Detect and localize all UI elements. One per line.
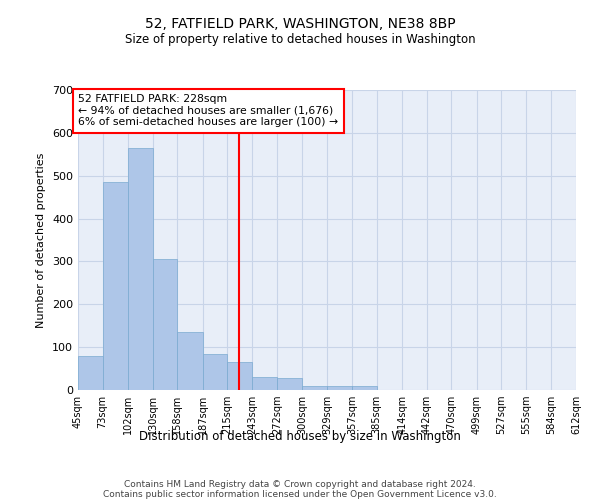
Bar xyxy=(277,378,302,390)
Bar xyxy=(328,386,352,390)
Bar xyxy=(152,260,177,390)
Bar xyxy=(203,354,227,390)
Y-axis label: Number of detached properties: Number of detached properties xyxy=(37,152,46,328)
Text: Size of property relative to detached houses in Washington: Size of property relative to detached ho… xyxy=(125,32,475,46)
Bar xyxy=(177,332,203,390)
Bar xyxy=(302,386,328,390)
Bar xyxy=(78,356,103,390)
Text: 52 FATFIELD PARK: 228sqm
← 94% of detached houses are smaller (1,676)
6% of semi: 52 FATFIELD PARK: 228sqm ← 94% of detach… xyxy=(78,94,338,128)
Bar xyxy=(252,377,277,390)
Text: Distribution of detached houses by size in Washington: Distribution of detached houses by size … xyxy=(139,430,461,443)
Bar xyxy=(352,386,377,390)
Bar xyxy=(227,362,252,390)
Text: Contains HM Land Registry data © Crown copyright and database right 2024.
Contai: Contains HM Land Registry data © Crown c… xyxy=(103,480,497,500)
Text: 52, FATFIELD PARK, WASHINGTON, NE38 8BP: 52, FATFIELD PARK, WASHINGTON, NE38 8BP xyxy=(145,18,455,32)
Bar xyxy=(103,182,128,390)
Bar xyxy=(128,148,152,390)
